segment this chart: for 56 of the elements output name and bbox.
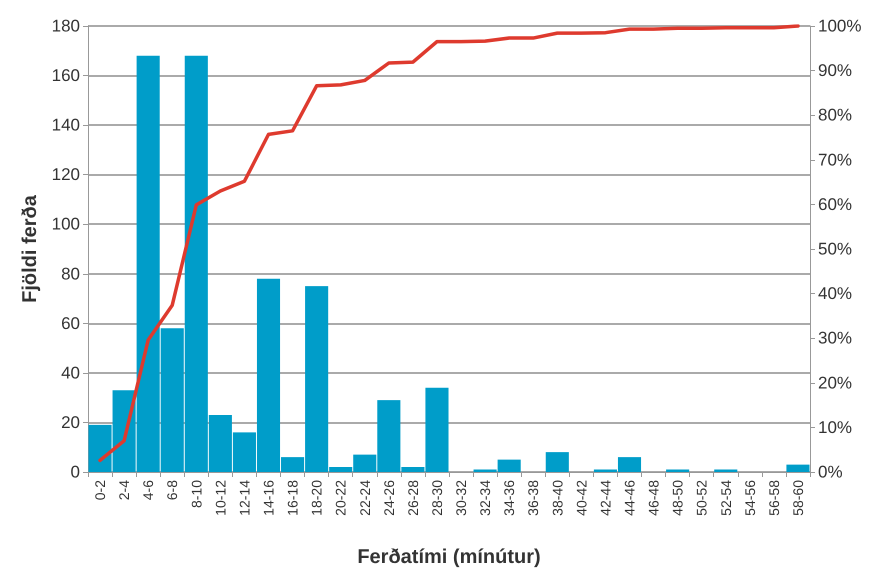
x-tick-label: 46-48 xyxy=(646,480,662,516)
y-tick-label: 120 xyxy=(52,165,80,184)
x-tick-label: 16-18 xyxy=(284,480,301,516)
y2-tick-label: 10% xyxy=(818,418,852,437)
x-tick-label: 54-56 xyxy=(742,480,758,516)
x-tick-label: 50-52 xyxy=(694,480,710,516)
y2-tick-label: 70% xyxy=(818,150,852,170)
x-tick-label: 4-6 xyxy=(140,480,156,500)
x-tick-label: 24-26 xyxy=(380,480,397,516)
x-tick-label: 0-2 xyxy=(92,480,108,500)
y-tick-label: 40 xyxy=(61,363,80,382)
x-tick-label: 38-40 xyxy=(549,480,566,516)
y2-tick-label: 100% xyxy=(818,16,862,36)
bar xyxy=(786,464,810,472)
x-tick-label: 44-46 xyxy=(622,480,638,516)
y-tick-label: 140 xyxy=(52,116,80,135)
y-tick-label: 100 xyxy=(52,214,80,234)
y2-tick-label: 80% xyxy=(818,106,852,125)
x-tick-label: 2-4 xyxy=(116,480,132,500)
x-tick-label: 52-54 xyxy=(718,480,734,516)
y-tick-label: 180 xyxy=(52,16,80,36)
y-tick-label: 20 xyxy=(61,412,80,432)
x-tick-label: 10-12 xyxy=(212,480,228,516)
x-tick-label: 26-28 xyxy=(404,480,421,516)
x-tick-label: 32-34 xyxy=(477,480,494,516)
y2-tick-label: 40% xyxy=(818,284,852,304)
x-tick-label: 12-14 xyxy=(236,480,252,516)
y2-tick-label: 50% xyxy=(818,240,852,258)
x-tick-label: 48-50 xyxy=(670,480,686,516)
x-tick-label: 30-32 xyxy=(453,480,470,516)
x-tick-label: 6-8 xyxy=(164,480,180,500)
x-tick-label: 20-22 xyxy=(332,480,349,516)
x-tick-label: 34-36 xyxy=(501,480,518,516)
y-tick-label: 60 xyxy=(61,314,80,333)
y-tick-label: 80 xyxy=(61,264,80,284)
x-tick-label: 58-60 xyxy=(790,480,806,516)
x-axis-title: Ferðatími (mínútur) xyxy=(357,546,541,568)
x-tick-label: 18-20 xyxy=(308,480,325,516)
x-tick-label: 42-44 xyxy=(597,480,614,516)
y-tick-label: 0 xyxy=(70,462,80,482)
bar xyxy=(546,452,569,472)
x-tick-label: 56-58 xyxy=(766,480,782,516)
y2-tick-label: 90% xyxy=(818,61,852,80)
y2-tick-label: 20% xyxy=(818,373,852,392)
y-tick-label: 160 xyxy=(52,66,80,86)
x-tick-label: 40-42 xyxy=(573,480,590,516)
x-tick-label: 22-24 xyxy=(356,480,373,516)
y2-tick-label: 0% xyxy=(818,462,843,482)
x-tick-label: 8-10 xyxy=(188,480,204,508)
x-tick-label: 28-30 xyxy=(428,480,445,516)
x-tick-label: 14-16 xyxy=(260,480,276,516)
line-series xyxy=(98,24,800,462)
x-tick-label: 36-38 xyxy=(525,480,542,516)
y2-tick-label: 30% xyxy=(818,328,852,348)
y2-tick-label: 60% xyxy=(818,194,852,214)
y-axis-title: Fjöldi ferða xyxy=(19,194,41,303)
